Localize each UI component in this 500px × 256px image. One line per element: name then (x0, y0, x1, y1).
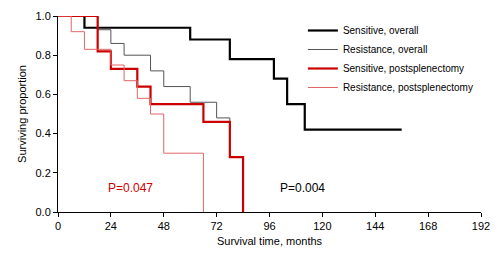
svg-text:48: 48 (158, 220, 170, 232)
svg-text:168: 168 (419, 220, 437, 232)
svg-text:120: 120 (313, 220, 331, 232)
svg-text:192: 192 (472, 220, 490, 232)
svg-text:0.6: 0.6 (36, 88, 51, 100)
svg-text:72: 72 (211, 220, 223, 232)
svg-text:Resistance, postsplenectomy: Resistance, postsplenectomy (343, 82, 473, 93)
svg-text:0.8: 0.8 (36, 49, 51, 61)
svg-text:0.0: 0.0 (36, 206, 51, 218)
svg-text:144: 144 (366, 220, 384, 232)
svg-text:Resistance, overall: Resistance, overall (343, 44, 427, 55)
svg-text:Sensitive, overall: Sensitive, overall (343, 25, 419, 36)
svg-text:P=0.047: P=0.047 (108, 181, 153, 195)
svg-text:96: 96 (263, 220, 275, 232)
svg-text:Survival time, months: Survival time, months (217, 235, 323, 247)
svg-text:Surviving proportion: Surviving proportion (16, 65, 28, 163)
svg-text:0.2: 0.2 (36, 167, 51, 179)
svg-text:1.0: 1.0 (36, 10, 51, 22)
svg-text:0.4: 0.4 (36, 127, 51, 139)
svg-text:0: 0 (55, 220, 61, 232)
svg-text:P=0.004: P=0.004 (280, 181, 325, 195)
svg-text:Sensitive, postsplenectomy: Sensitive, postsplenectomy (343, 63, 464, 74)
svg-text:24: 24 (105, 220, 117, 232)
